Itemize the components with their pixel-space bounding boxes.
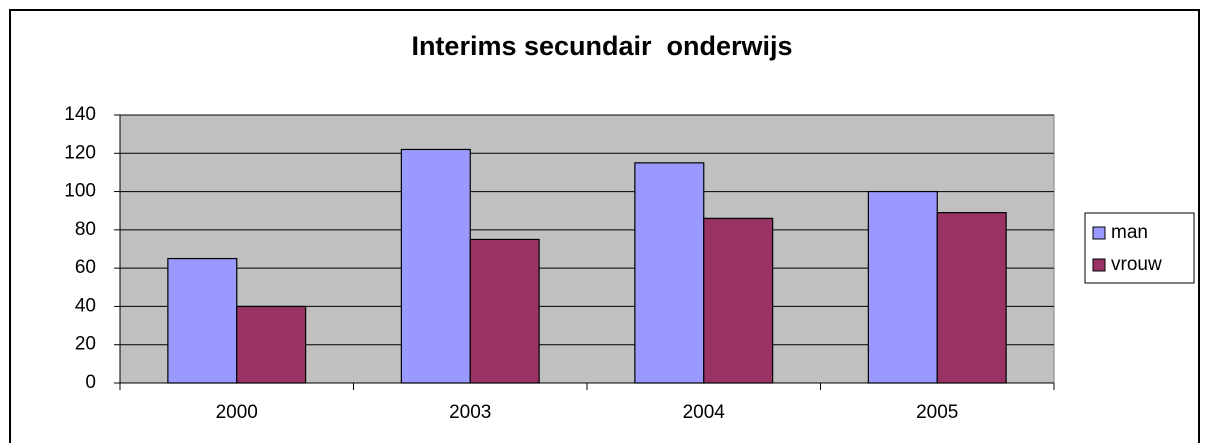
bar <box>167 257 238 384</box>
y-tick-label: 80 <box>75 219 96 240</box>
bar <box>867 190 938 384</box>
x-tick-label: 2005 <box>916 402 958 423</box>
bar <box>634 162 705 384</box>
y-tick-label: 140 <box>64 104 96 125</box>
y-tick-label: 40 <box>75 295 96 316</box>
y-tick-label: 120 <box>64 142 96 163</box>
legend-swatch <box>1092 226 1106 240</box>
y-tick-label: 60 <box>75 257 96 278</box>
chart-title: Interims secundair onderwijs <box>411 31 792 61</box>
legend-swatch <box>1092 258 1106 272</box>
y-tick-label: 0 <box>85 372 96 393</box>
bar <box>400 148 471 384</box>
y-tick-label: 100 <box>64 181 96 202</box>
legend-label: vrouw <box>1111 254 1162 275</box>
bar <box>703 217 774 384</box>
legend-label: man <box>1111 222 1148 243</box>
bar <box>469 238 540 384</box>
bar <box>936 212 1007 384</box>
y-tick-label: 20 <box>75 334 96 355</box>
x-tick-label: 2000 <box>216 402 258 423</box>
x-tick-label: 2004 <box>683 402 726 423</box>
x-tick-label: 2003 <box>449 402 491 423</box>
bar <box>236 305 307 384</box>
